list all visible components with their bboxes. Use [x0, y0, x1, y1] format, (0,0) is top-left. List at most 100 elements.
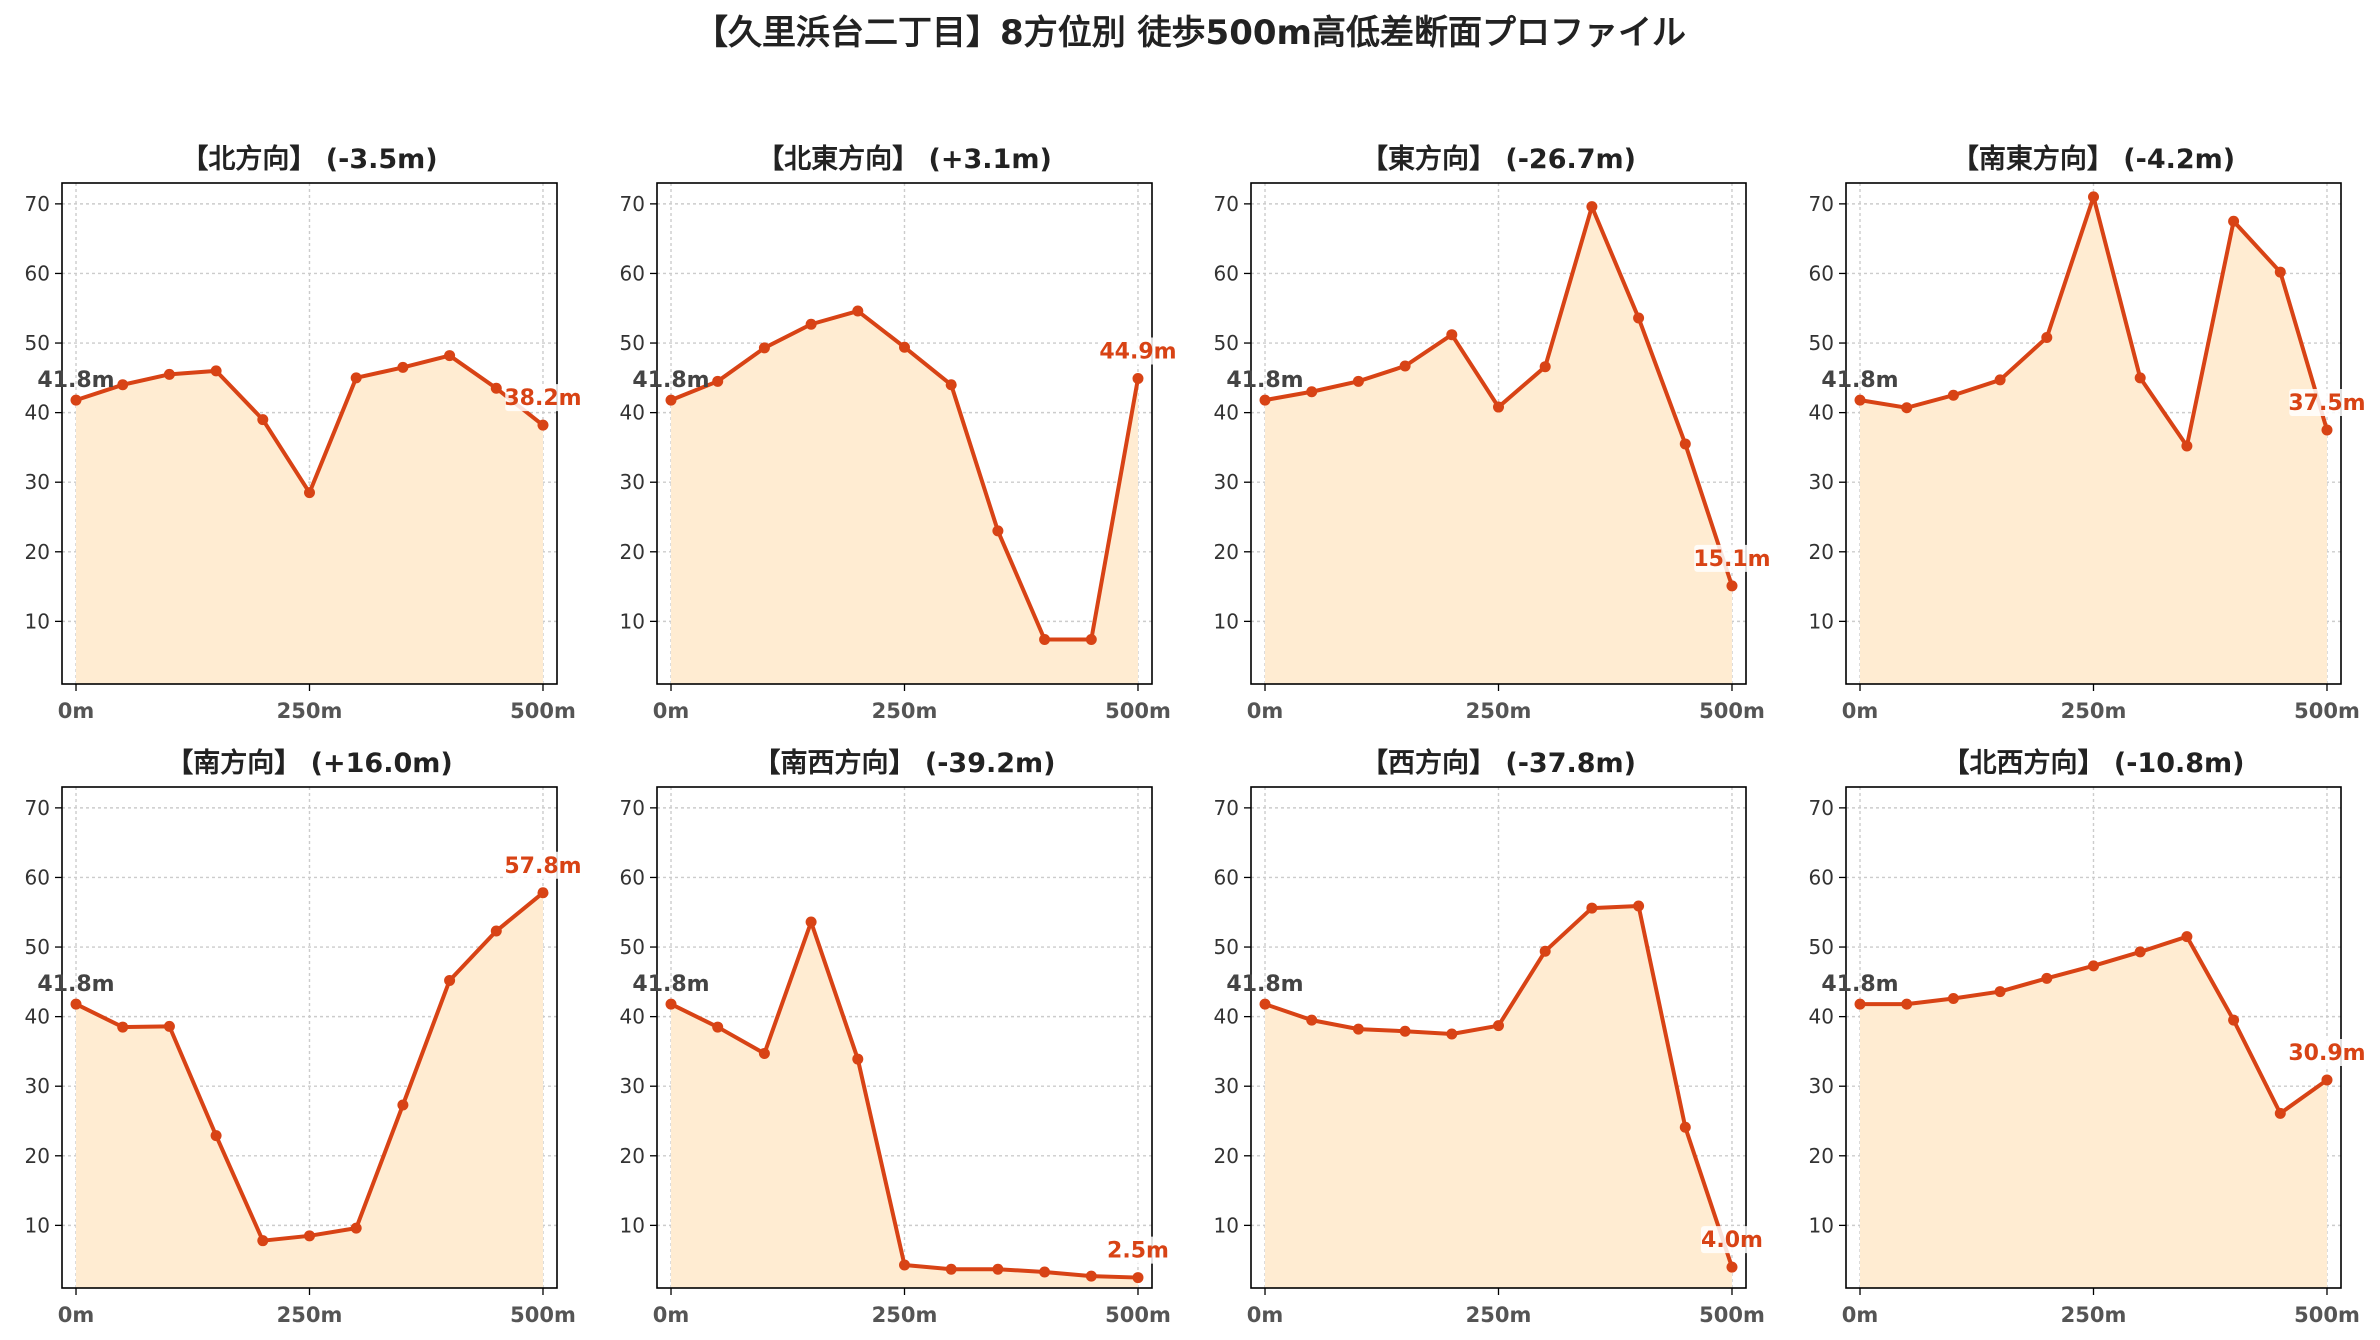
elevation-area: [1860, 196, 2327, 684]
y-tick-label: 70: [620, 796, 645, 820]
data-point: [1039, 633, 1051, 645]
data-point: [257, 414, 269, 426]
data-point: [1679, 1121, 1691, 1133]
x-grid: 0m 250m 500m: [1247, 787, 1765, 1327]
data-point: [163, 1020, 175, 1032]
end-label-background: [2289, 389, 2365, 417]
y-tick-label: 50: [1214, 331, 1239, 355]
data-point: [665, 394, 677, 406]
data-point: [1039, 1266, 1051, 1278]
y-tick-label: 20: [1214, 540, 1239, 564]
elevation-area: [76, 892, 543, 1288]
y-tick-label: 50: [620, 935, 645, 959]
chart-panel: 【東方向】 (-26.7m) 10 20 30 40 50 60 70 0m 250m 500m 41…: [1214, 143, 1771, 723]
y-tick-label: 10: [620, 609, 645, 633]
x-tick-label: 250m: [872, 1303, 938, 1327]
data-point: [397, 1099, 409, 1111]
data-point: [1994, 374, 2006, 386]
x-tick-label: 500m: [1699, 1303, 1765, 1327]
start-elevation-label: 41.8m: [1821, 368, 1898, 393]
x-tick-label: 250m: [2061, 1303, 2127, 1327]
x-grid: 0m 250m 500m: [653, 787, 1171, 1327]
end-elevation-label: 4.0m: [1701, 1228, 1763, 1253]
x-tick-label: 0m: [58, 1303, 95, 1327]
start-elevation-label: 41.8m: [632, 368, 709, 393]
y-tick-label: 70: [25, 796, 50, 820]
data-point: [2181, 931, 2193, 943]
chart-title: 【南西方向】 (-39.2m): [753, 747, 1055, 779]
start-elevation-label: 41.8m: [37, 368, 114, 393]
data-point: [2274, 266, 2286, 278]
elevation-markers: [1259, 900, 1738, 1273]
data-point: [70, 998, 82, 1010]
end-elevation-label: 44.9m: [1099, 340, 1176, 365]
x-tick-label: 250m: [1466, 699, 1532, 723]
data-point: [1854, 998, 1866, 1010]
end-elevation-label: 38.2m: [504, 386, 581, 411]
x-tick-label: 0m: [653, 1303, 690, 1327]
data-point: [758, 1048, 770, 1060]
y-tick-label: 40: [1809, 1005, 1834, 1029]
end-label-background: [1100, 337, 1176, 365]
data-point: [444, 350, 456, 362]
data-point: [304, 487, 315, 499]
data-point: [257, 1235, 269, 1247]
y-tick-label: 20: [25, 1144, 50, 1168]
data-point: [945, 379, 957, 391]
data-point: [350, 372, 362, 384]
elevation-markers: [665, 916, 1144, 1284]
y-tick-label: 50: [1809, 935, 1834, 959]
data-point: [163, 368, 175, 380]
y-tick-label: 60: [25, 261, 50, 285]
y-tick-label: 40: [25, 1005, 50, 1029]
y-tick-label: 20: [620, 1144, 645, 1168]
y-tick-label: 30: [1809, 1074, 1834, 1098]
chart-title: 【北方向】 (-3.5m): [181, 143, 437, 175]
end-elevation-label: 15.1m: [1693, 547, 1770, 572]
y-tick-label: 10: [25, 1213, 50, 1237]
plot-frame: [1250, 786, 1747, 1289]
x-tick-label: 0m: [1247, 699, 1284, 723]
data-point: [2088, 191, 2099, 203]
x-grid: 0m 250m 500m: [1247, 183, 1765, 723]
data-point: [1306, 386, 1318, 398]
data-point: [992, 525, 1004, 537]
chart-panel: 【南西方向】 (-39.2m) 10 20 30 40 50 60 70 0m 250m 500m 4…: [620, 747, 1171, 1327]
data-point: [899, 1259, 910, 1271]
start-elevation-label: 41.8m: [37, 972, 114, 997]
data-point: [1726, 580, 1738, 592]
data-point: [2228, 1014, 2240, 1026]
chart-panel: 【南方向】 (+16.0m) 10 20 30 40 50 60 70 0m 250m 500m 41…: [25, 747, 582, 1327]
data-point: [2134, 946, 2146, 958]
plot-frame: [61, 182, 558, 685]
y-tick-label: 10: [1809, 609, 1834, 633]
x-tick-label: 500m: [2294, 1303, 2360, 1327]
y-tick-label: 20: [1809, 540, 1834, 564]
data-point: [397, 361, 409, 373]
y-tick-label: 50: [1214, 935, 1239, 959]
x-tick-label: 0m: [58, 699, 95, 723]
data-point: [758, 342, 770, 354]
data-point: [2181, 440, 2193, 452]
y-tick-label: 20: [25, 540, 50, 564]
y-tick-label: 20: [1214, 1144, 1239, 1168]
elevation-markers: [70, 887, 549, 1247]
start-elevation-label: 41.8m: [1821, 972, 1898, 997]
end-label-background: [505, 851, 581, 879]
data-point: [1726, 1261, 1738, 1273]
data-point: [1259, 394, 1271, 406]
data-point: [1679, 438, 1691, 450]
y-tick-label: 40: [1214, 401, 1239, 425]
start-elevation-label: 41.8m: [1226, 368, 1303, 393]
x-tick-label: 0m: [1842, 699, 1879, 723]
plot-frame: [656, 786, 1153, 1289]
end-label-background: [1106, 1236, 1169, 1264]
data-point: [1586, 201, 1598, 213]
data-point: [805, 916, 817, 928]
data-point: [2321, 1074, 2333, 1086]
x-grid: 0m 250m 500m: [653, 183, 1171, 723]
chart-title: 【南方向】 (+16.0m): [166, 747, 452, 779]
end-label-background: [1694, 544, 1770, 572]
y-tick-label: 40: [620, 1005, 645, 1029]
